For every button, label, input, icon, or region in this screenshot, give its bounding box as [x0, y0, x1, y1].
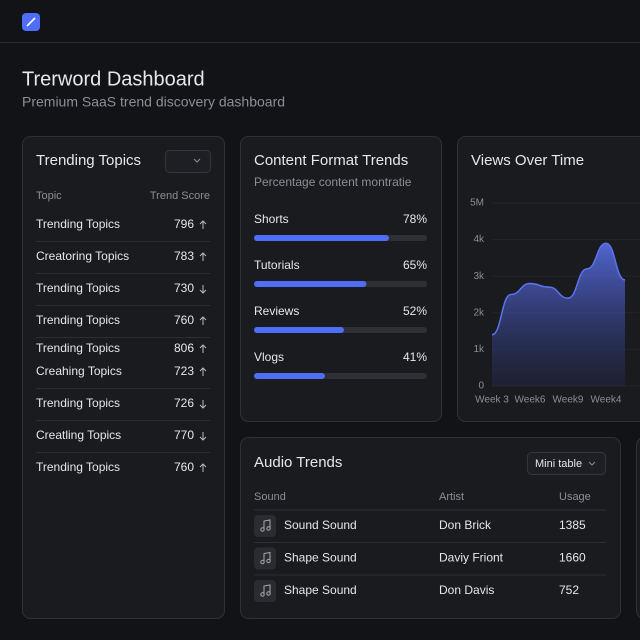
dropdown[interactable]: [165, 150, 211, 173]
bar: [254, 281, 367, 287]
sound-icon: [254, 547, 276, 570]
trend-score: 806: [174, 341, 194, 355]
logo-glyph: [26, 17, 36, 27]
note-head: [260, 559, 265, 565]
x-tick-label: Week4: [591, 395, 622, 406]
dropdown[interactable]: [527, 452, 606, 475]
note-glyph: [263, 551, 271, 562]
trend-arrow: [199, 316, 207, 325]
note-head: [260, 592, 265, 597]
trend-score: 723: [174, 364, 194, 378]
y-tick-label: 4k: [473, 234, 485, 245]
trend-arrow: [199, 252, 207, 261]
column-header: Sound: [254, 491, 286, 503]
card-title: Trending Topics: [36, 152, 141, 169]
topic-name: Trending Topics: [36, 341, 120, 355]
y-tick-label: 5M: [470, 198, 484, 209]
bar: [254, 235, 389, 241]
trend-score: 783: [174, 249, 194, 263]
area-fill: [492, 243, 625, 386]
cell: 1660: [559, 551, 586, 565]
cell: Sound Sound: [284, 518, 357, 532]
topic-name: Trending Topics: [36, 396, 120, 410]
trend-arrow: [199, 344, 207, 353]
page-title: Trerword Dashboard: [22, 68, 205, 90]
trend-arrow: [199, 400, 207, 409]
card-title: Views Over Time: [471, 152, 584, 169]
topic-name: Creatling Topics: [36, 428, 121, 442]
column-header: Topic: [36, 190, 62, 202]
trend-arrow: [199, 367, 207, 376]
format-label: Shorts: [254, 212, 289, 226]
topic-name: Trending Topics: [36, 460, 120, 474]
cell: Don Brick: [439, 518, 492, 532]
cell: Don Davis: [439, 583, 494, 597]
topic-name: Creatoring Topics: [36, 249, 129, 263]
format-label: Reviews: [254, 304, 299, 318]
column-header: Usage: [559, 491, 591, 503]
chevron: [193, 158, 201, 163]
trend-score: 796: [174, 217, 194, 231]
card-title: Audio Trends: [254, 454, 342, 471]
note-head: [266, 558, 271, 564]
bar: [254, 373, 325, 379]
trend-arrow: [199, 285, 207, 294]
column-header: Artist: [439, 491, 464, 503]
trend-arrow: [199, 432, 207, 441]
topic-name: Trending Topics: [36, 313, 120, 327]
x-tick-label: Week 3: [475, 395, 509, 406]
x-tick-label: Week6: [515, 395, 546, 406]
format-label: Tutorials: [254, 258, 300, 272]
page-subtitle: Premium SaaS trend discovery dashboard: [22, 94, 285, 110]
note-glyph: [263, 584, 271, 594]
y-tick-label: 0: [478, 381, 484, 392]
dropdown-label: Mini table: [535, 458, 582, 470]
card-subtitle: Percentage content montratie: [254, 175, 412, 189]
trend-score: 726: [174, 396, 194, 410]
trend-score: 760: [174, 460, 194, 474]
y-tick-label: 3k: [473, 271, 485, 282]
card-title: Content Format Trends: [254, 152, 408, 169]
trend-score: 760: [174, 313, 194, 327]
format-value: 52%: [403, 304, 427, 318]
format-value: 41%: [403, 350, 427, 364]
card: [240, 136, 442, 422]
cell: Shape Sound: [284, 551, 357, 565]
format-value: 78%: [403, 212, 427, 226]
trend-score: 730: [174, 281, 194, 295]
card: [636, 438, 640, 618]
cell: Shape Sound: [284, 583, 357, 597]
card: [240, 437, 621, 619]
sound-icon: [254, 580, 276, 602]
area-line: [491, 242, 626, 336]
y-tick-label: 2k: [473, 307, 485, 318]
topic-name: Trending Topics: [36, 217, 120, 231]
note-head: [266, 591, 271, 596]
trend-score: 770: [174, 428, 194, 442]
chevron: [588, 461, 596, 466]
x-tick-label: Week9: [553, 395, 584, 406]
note-head: [260, 527, 265, 532]
trend-arrow: [199, 463, 207, 472]
card: [22, 136, 225, 619]
sound-icon: [254, 515, 276, 537]
topic-name: Creahing Topics: [36, 364, 122, 378]
bar: [254, 327, 344, 333]
format-label: Vlogs: [254, 350, 284, 364]
cell: Daviy Friont: [439, 551, 504, 565]
trend-arrow: [199, 220, 207, 229]
topic-name: Trending Topics: [36, 281, 120, 295]
cell: 752: [559, 583, 579, 597]
cell: 1385: [559, 518, 586, 532]
note-glyph: [263, 519, 271, 529]
column-header: Trend Score: [150, 190, 210, 202]
y-tick-label: 1k: [473, 344, 485, 355]
note-head: [266, 526, 271, 531]
format-value: 65%: [403, 258, 427, 272]
